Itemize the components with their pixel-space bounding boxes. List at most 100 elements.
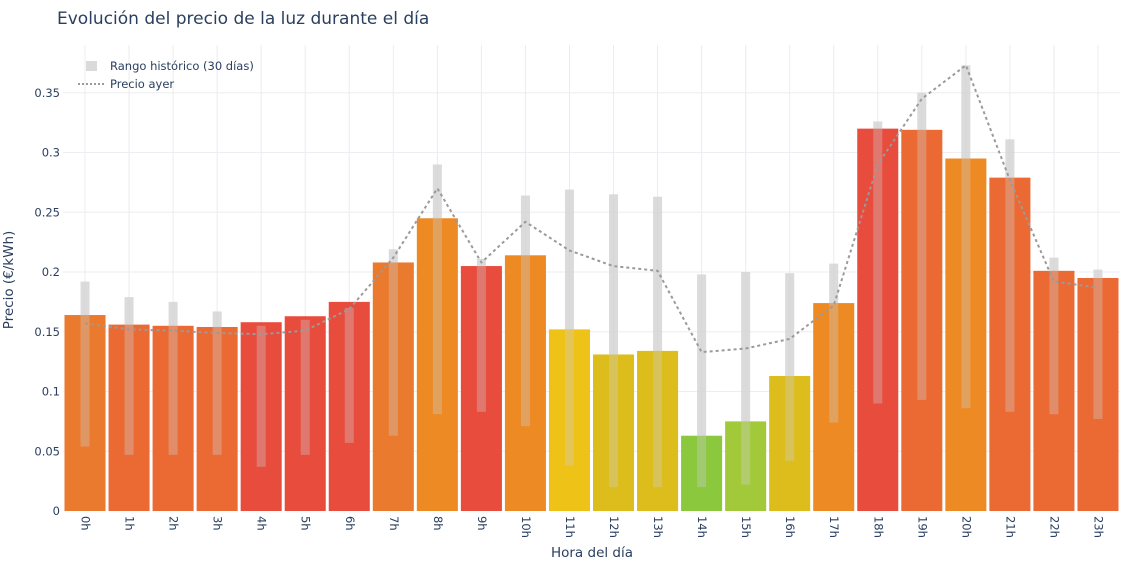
legend[interactable]: Rango histórico (30 días) Precio ayer [78,59,254,91]
price-bar-14h[interactable] [681,435,723,511]
x-tick-label: 13h [651,516,665,538]
x-tick-label: 7h [387,516,401,531]
x-tick-label: 12h [607,516,621,538]
x-axis-title: Hora del día [551,545,633,561]
y-tick-label: 0.2 [42,265,60,279]
price-bar-8h[interactable] [416,218,458,511]
x-tick-label: 20h [959,516,973,538]
y-tick-label: 0 [53,504,60,518]
price-bar-1h[interactable] [108,324,150,511]
price-bar-21h[interactable] [989,177,1031,511]
x-tick-label: 17h [827,516,841,538]
range-overlay-23h [1093,269,1103,419]
range-overlay-4h [256,325,266,467]
x-tick-label: 5h [299,516,313,531]
range-overlay-15h [741,272,751,485]
range-bar-16h [785,273,795,461]
range-overlay-11h [564,189,574,466]
range-bar-13h [653,196,663,488]
price-bar-9h[interactable] [460,266,502,511]
y-axis-title: Precio (€/kWh) [1,231,17,330]
x-tick-label: 9h [475,516,489,531]
range-overlay-20h [961,65,971,409]
x-tick-label: 3h [211,516,225,531]
yesterday-line-layer [84,64,1099,354]
y-tick-label: 0.05 [34,444,60,458]
price-bar-10h[interactable] [504,255,546,511]
x-tick-label: 16h [783,516,797,538]
range-overlay-16h [785,273,795,461]
range-bar-11h [564,189,574,466]
bars-layer [64,65,1119,512]
price-bar-12h[interactable] [593,354,635,511]
x-tick-label: 8h [431,516,445,531]
range-overlay-18h [873,121,883,404]
range-overlay-17h [829,263,839,423]
yesterday-price-line [84,64,1099,354]
range-overlay-22h [1049,257,1059,415]
range-overlay-2h [168,301,178,455]
range-overlay-5h [300,319,310,455]
legend-swatch-range [86,61,97,71]
range-bar-12h [609,194,619,488]
x-tick-label: 0h [79,516,93,531]
range-overlay-0h [80,281,90,447]
x-tick-label: 22h [1047,516,1061,538]
price-bar-3h[interactable] [196,326,238,511]
range-bar-14h [697,274,707,488]
y-tick-label: 0.15 [34,325,60,339]
y-axis-ticks: 0 0.05 0.1 0.15 0.2 0.25 0.3 0.35 [34,86,60,518]
x-tick-label: 2h [167,516,181,531]
price-bar-23h[interactable] [1077,278,1119,511]
price-bar-20h[interactable] [945,158,987,511]
y-tick-label: 0.25 [34,205,60,219]
price-bar-17h[interactable] [813,303,855,511]
price-bar-5h[interactable] [284,316,326,511]
y-tick-label: 0.3 [42,146,60,160]
range-overlay-9h [476,258,486,412]
x-tick-label: 4h [255,516,269,531]
range-overlay-13h [653,196,663,488]
y-tick-label: 0.35 [34,86,60,100]
range-overlay-3h [212,311,222,455]
price-bar-18h[interactable] [857,128,899,511]
y-tick-label: 0.1 [42,385,60,399]
legend-label-yesterday: Precio ayer [110,77,174,91]
price-bar-19h[interactable] [901,129,943,512]
price-bar-7h[interactable] [372,262,414,511]
range-overlay-1h [124,297,134,455]
x-tick-label: 19h [915,516,929,538]
price-bar-11h[interactable] [548,329,590,511]
x-tick-label: 21h [1003,516,1017,538]
x-tick-label: 15h [739,516,753,538]
price-bar-15h[interactable] [725,421,767,511]
x-tick-label: 6h [343,516,357,531]
x-tick-label: 18h [871,516,885,538]
price-bar-4h[interactable] [240,322,282,511]
x-tick-label: 1h [123,516,137,531]
range-overlay-8h [432,164,442,415]
price-bar-2h[interactable] [152,325,194,511]
chart-title: Evolución del precio de la luz durante e… [57,9,429,29]
legend-label-range: Rango histórico (30 días) [110,59,254,73]
price-bar-6h[interactable] [328,301,370,511]
x-tick-label: 11h [563,516,577,538]
range-overlay-7h [388,249,398,436]
range-overlay-10h [520,195,530,427]
range-overlay-12h [609,194,619,488]
range-overlay-14h [697,274,707,488]
x-tick-label: 14h [695,516,709,538]
range-overlay-19h [917,92,927,400]
price-bar-13h[interactable] [637,350,679,511]
range-overlay-6h [344,307,354,443]
price-bar-22h[interactable] [1033,270,1075,511]
price-bar-16h[interactable] [769,375,811,511]
range-overlay-21h [1005,139,1015,412]
x-tick-label: 23h [1091,516,1105,538]
x-axis-ticks: 0h 1h 2h 3h 4h 5h 6h 7h 8h 9h 10h 11h 12h 13h 14h 15h 16… [79,516,1106,538]
price-bar-0h[interactable] [64,315,106,511]
x-tick-label: 10h [519,516,533,538]
range-bar-15h [741,272,751,485]
